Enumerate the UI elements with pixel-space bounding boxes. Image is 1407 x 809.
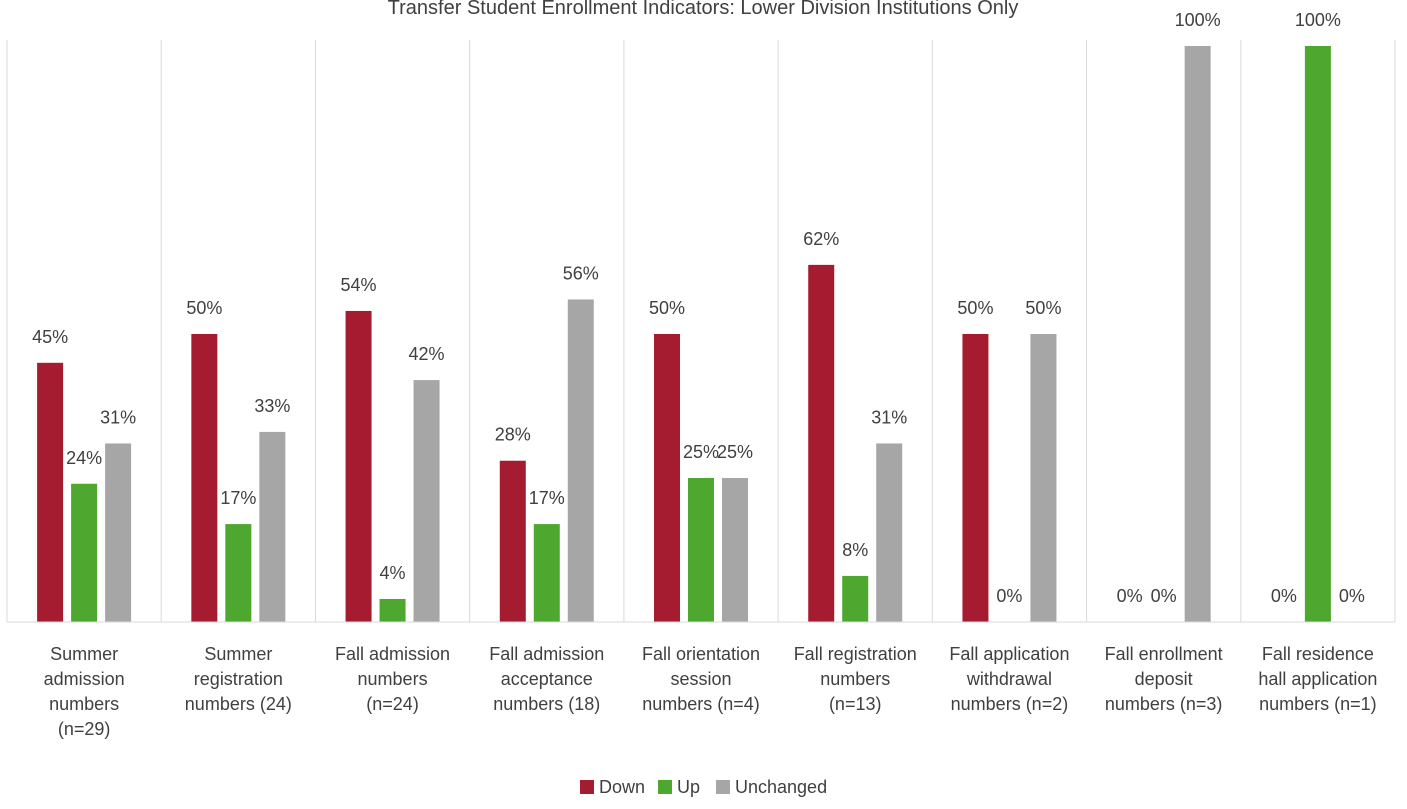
bars xyxy=(37,46,1331,622)
bar-unchanged-3 xyxy=(567,299,594,622)
category-label-4: Fall orientation session numbers (n=4) xyxy=(642,644,760,714)
bar-unchanged-4 xyxy=(722,478,748,622)
category-label-1: Summer registration numbers (24) xyxy=(185,644,292,714)
legend: Down Up Unchanged xyxy=(580,777,827,797)
legend-swatch-unchanged xyxy=(716,780,730,794)
data-label-up-8: 100% xyxy=(1295,10,1341,30)
bar-up-5 xyxy=(842,575,869,622)
data-label-unchanged-8: 0% xyxy=(1339,586,1365,606)
data-label-unchanged-4: 25% xyxy=(717,442,753,462)
bar-up-4 xyxy=(688,478,714,622)
legend-swatch-down xyxy=(580,780,594,794)
bar-down-5 xyxy=(808,264,835,622)
bar-unchanged-6 xyxy=(1030,334,1057,622)
data-label-up-1: 17% xyxy=(220,488,256,508)
legend-label-down: Down xyxy=(599,777,645,797)
data-label-down-1: 50% xyxy=(186,298,222,318)
bar-down-0 xyxy=(37,362,64,622)
data-label-unchanged-1: 33% xyxy=(254,396,290,416)
data-label-unchanged-5: 31% xyxy=(871,407,907,427)
data-labels: 45% 50% 54% 28% 50% 62% 50% 0% 0% 24% 17% 4% 17% 25% 8… xyxy=(32,10,1365,606)
legend-swatch-up xyxy=(658,780,672,794)
data-label-up-6: 0% xyxy=(996,586,1022,606)
category-label-3: Fall admission acceptance numbers (18) xyxy=(489,644,604,714)
bar-up-0 xyxy=(71,483,98,622)
data-label-unchanged-2: 42% xyxy=(409,344,445,364)
bar-unchanged-2 xyxy=(413,380,440,622)
data-label-down-7: 0% xyxy=(1117,586,1143,606)
data-label-down-3: 28% xyxy=(495,425,531,445)
data-label-down-4: 50% xyxy=(649,298,685,318)
data-label-down-6: 50% xyxy=(957,298,993,318)
data-label-up-7: 0% xyxy=(1151,586,1177,606)
legend-label-unchanged: Unchanged xyxy=(735,777,827,797)
bar-down-3 xyxy=(499,460,526,622)
category-label-2: Fall admission numbers (n=24) xyxy=(335,644,450,714)
data-label-down-2: 54% xyxy=(341,275,377,295)
chart-title: Transfer Student Enrollment Indicators: … xyxy=(388,0,1019,19)
bar-down-2 xyxy=(345,310,372,622)
data-label-down-5: 62% xyxy=(803,229,839,249)
category-gridlines xyxy=(6,40,1396,622)
data-label-down-0: 45% xyxy=(32,327,68,347)
data-label-up-2: 4% xyxy=(380,563,406,583)
bar-unchanged-0 xyxy=(105,443,132,622)
data-label-down-8: 0% xyxy=(1271,586,1297,606)
bar-up-2 xyxy=(379,598,406,622)
bar-up-3 xyxy=(533,524,560,622)
bar-up-8 xyxy=(1304,46,1331,622)
bar-down-4 xyxy=(654,334,680,622)
data-label-unchanged-7: 100% xyxy=(1175,10,1221,30)
bar-unchanged-7 xyxy=(1184,46,1211,622)
data-label-unchanged-3: 56% xyxy=(563,263,599,283)
data-label-up-0: 24% xyxy=(66,448,102,468)
category-label-0: Summer admission numbers (n=29) xyxy=(44,644,125,739)
category-labels: Summer admission numbers (n=29) Summer regist… xyxy=(44,644,1378,739)
category-label-8: Fall residence hall application numbers (n… xyxy=(1258,644,1377,714)
data-label-up-5: 8% xyxy=(842,540,868,560)
data-label-up-3: 17% xyxy=(529,488,565,508)
legend-label-up: Up xyxy=(677,777,700,797)
bar-up-1 xyxy=(225,524,252,622)
category-label-6: Fall application withdrawal numbers (n=2) xyxy=(949,644,1069,714)
data-label-unchanged-6: 50% xyxy=(1025,298,1061,318)
bar-unchanged-1 xyxy=(259,431,286,622)
bar-down-6 xyxy=(962,334,989,622)
category-label-7: Fall enrollment deposit numbers (n=3) xyxy=(1105,644,1223,714)
category-label-5: Fall registration numbers (n=13) xyxy=(794,644,917,714)
bar-down-1 xyxy=(191,334,218,622)
bar-unchanged-5 xyxy=(876,443,903,622)
data-label-unchanged-0: 31% xyxy=(100,407,136,427)
data-label-up-4: 25% xyxy=(683,442,719,462)
